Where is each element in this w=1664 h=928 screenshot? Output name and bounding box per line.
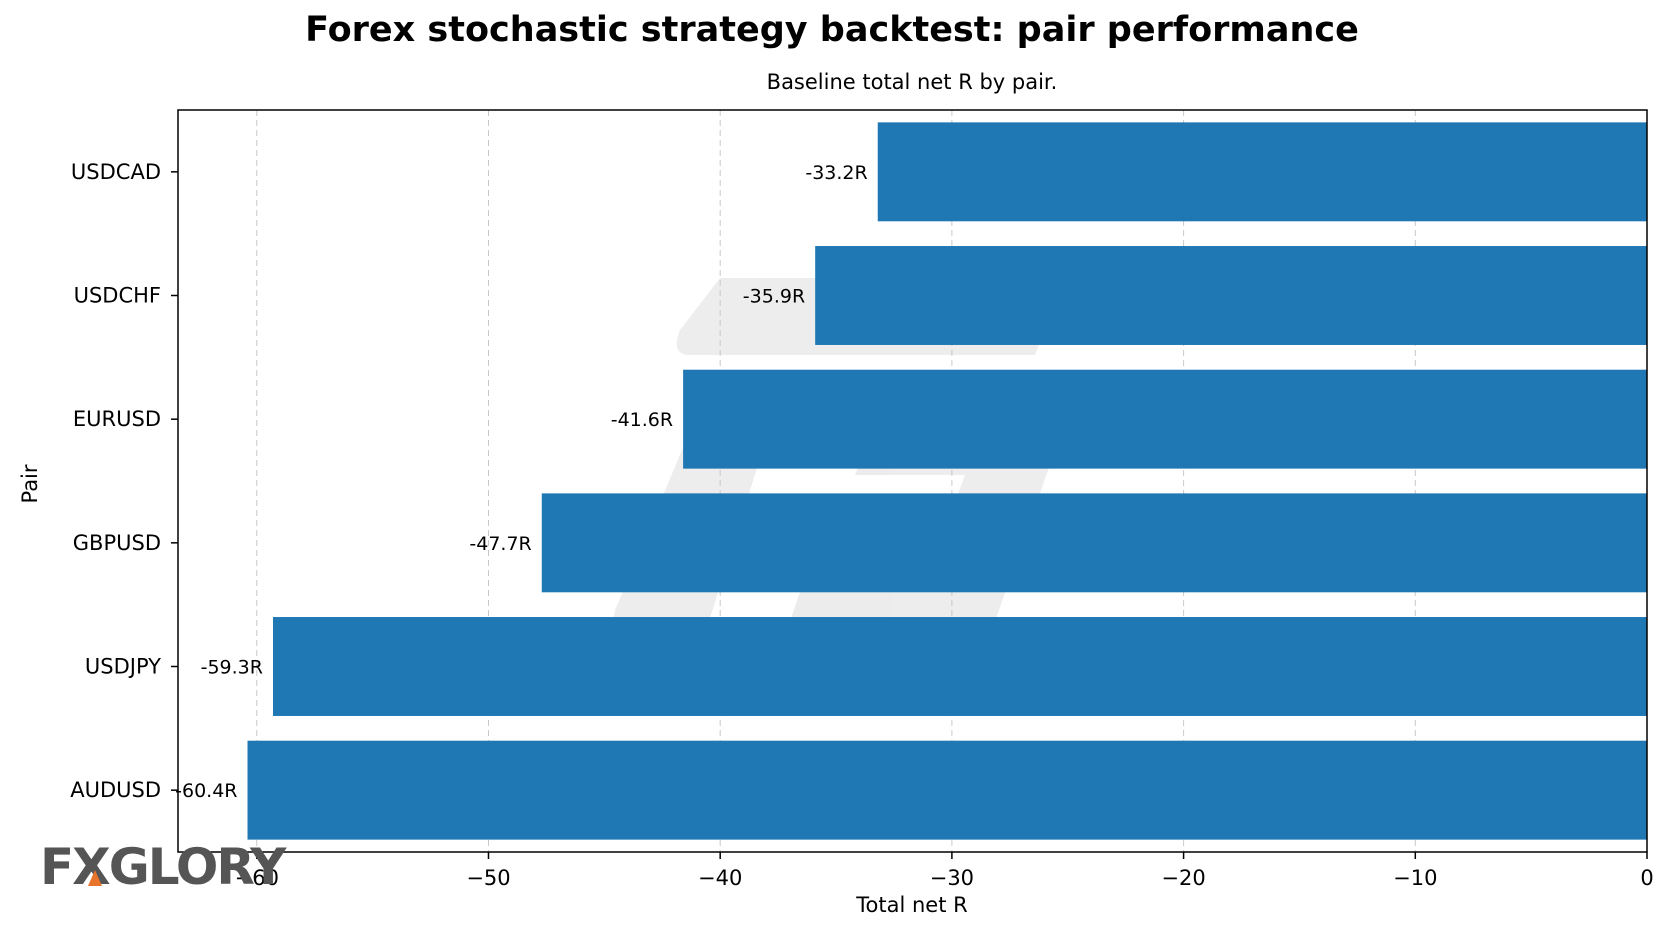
y-axis-label: Pair [18, 464, 42, 503]
x-tick-label-2: −40 [698, 866, 742, 890]
data-labels: -33.2R -35.9R -41.6R -47.7R -59.3R -60.4R [175, 162, 868, 802]
bar-gbpusd [541, 493, 1648, 593]
data-label-usdjpy: -59.3R [201, 657, 263, 679]
chart-title: Forex stochastic strategy backtest: pair… [305, 10, 1359, 50]
axes: USDCAD USDCHF EURUSD GBPUSD USDJPY AUDUSD −60 −… [70, 109, 1654, 890]
bar-usdjpy [272, 617, 1647, 716]
bar-usdchf [815, 246, 1647, 345]
y-tick-label-eurusd: EURUSD [73, 407, 161, 431]
logo-text: FXGLORY [40, 838, 287, 896]
data-label-usdcad: -33.2R [805, 162, 867, 184]
data-label-gbpusd: -47.7R [469, 533, 531, 555]
plot-frame [177, 109, 1648, 853]
x-tick-label-1: −50 [466, 866, 510, 890]
data-label-eurusd: -41.6R [611, 409, 673, 431]
bar-usdcad [877, 122, 1647, 222]
x-tick-label-4: −20 [1161, 866, 1205, 890]
y-tick-label-usdcad: USDCAD [71, 160, 161, 184]
x-axis-label: Total net R [855, 893, 967, 917]
y-tick-label-usdjpy: USDJPY [85, 655, 161, 679]
x-tick-label-5: −10 [1393, 866, 1437, 890]
data-label-usdchf: -35.9R [743, 286, 805, 308]
brand-logo: FXGLORY [40, 838, 289, 896]
x-tick-label-3: −30 [930, 866, 974, 890]
y-tick-label-usdchf: USDCHF [74, 284, 161, 308]
data-label-audusd: -60.4R [175, 780, 237, 802]
x-tick-label-6: 0 [1640, 866, 1653, 890]
bars [247, 122, 1648, 840]
logo-accent-mark [88, 870, 102, 886]
bar-audusd [247, 740, 1648, 840]
y-tick-label-audusd: AUDUSD [70, 778, 161, 802]
y-tick-label-gbpusd: GBPUSD [73, 531, 161, 555]
bar-eurusd [683, 369, 1647, 469]
chart-subtitle: Baseline total net R by pair. [767, 70, 1058, 94]
x-tick-label-0: −60 [235, 866, 279, 890]
